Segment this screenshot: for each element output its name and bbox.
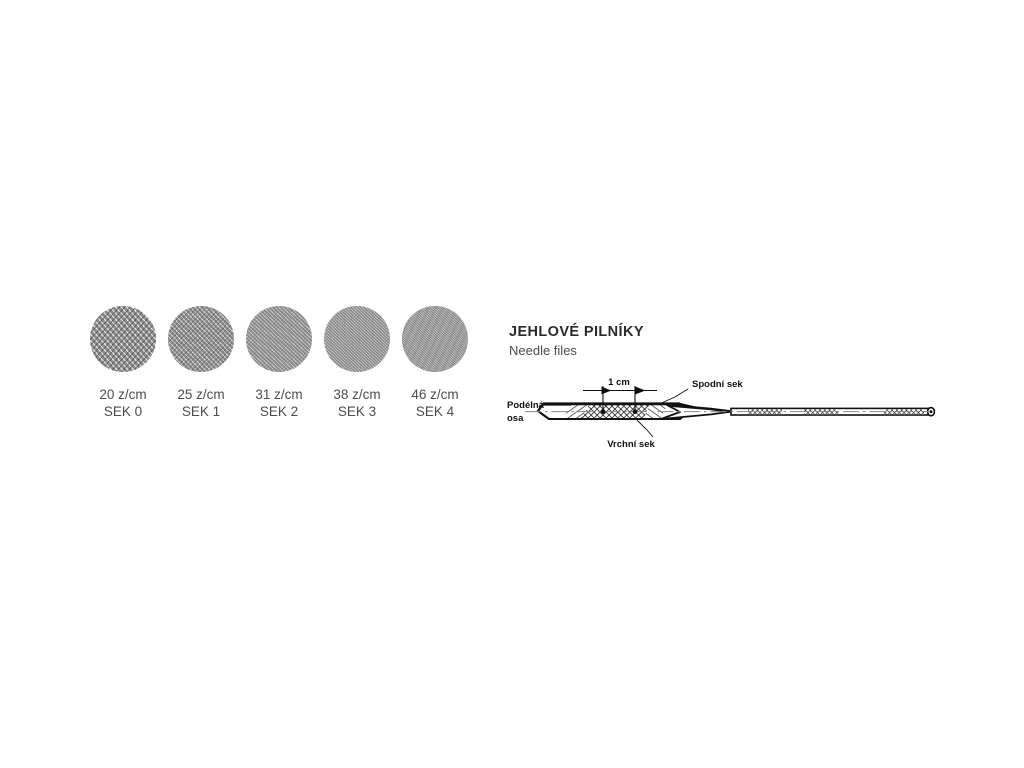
swatch-code-value: SEK 1 <box>181 404 221 419</box>
callout-label-axis-line-1: Podélná <box>507 400 545 411</box>
swatch-density-value: 20 z/cm <box>99 387 147 402</box>
file-blade-outline-overlay <box>536 403 696 420</box>
file-shaft-end-center-dot <box>929 410 933 414</box>
page-subtitle: Needle files <box>509 343 577 358</box>
cross-hatch-texture-icon <box>324 306 390 372</box>
cross-hatch-texture-icon <box>168 306 234 372</box>
swatch-item-sek-3: 38 z/cm SEK 3 <box>318 306 396 420</box>
dimension-label: 1 cm <box>608 377 630 388</box>
swatch-label: 20 z/cm SEK 0 <box>99 386 146 420</box>
heading-block: JEHLOVÉ PILNÍKY Needle files <box>509 323 644 359</box>
swatch-density-value: 31 z/cm <box>255 387 303 402</box>
swatch-item-sek-1: 25 z/cm SEK 1 <box>162 306 240 420</box>
swatch-item-sek-2: 31 z/cm SEK 2 <box>240 306 318 420</box>
callout-label-lower-cut: Vrchní sek <box>607 439 655 450</box>
cross-hatch-texture-icon <box>402 306 468 372</box>
tooth-reference-dot <box>632 409 638 414</box>
swatch-density-value: 38 z/cm <box>333 387 381 402</box>
callout-leader-line-upper <box>656 388 689 406</box>
file-point-taper-upper-edge <box>667 404 732 413</box>
callout-label-upper-cut: Spodní sek <box>692 379 743 390</box>
swatch-item-sek-0: 20 z/cm SEK 0 <box>84 306 162 420</box>
swatch-code-value: SEK 4 <box>415 404 455 419</box>
swatch-label: 31 z/cm SEK 2 <box>255 386 302 420</box>
swatch-item-sek-4: 46 z/cm SEK 4 <box>396 306 474 420</box>
callout-leader-line-lower <box>636 419 654 438</box>
cut-density-swatch-row: 20 z/cm SEK 0 25 z/cm SEK 1 31 z/cm SEK … <box>84 306 474 420</box>
callout-label-axis-line-2: osa <box>507 413 524 424</box>
dimension-1cm-group: 1 cm <box>583 377 657 414</box>
swatch-density-value: 46 z/cm <box>411 387 459 402</box>
callout-axis-group: Podélná osa <box>507 400 545 424</box>
tooth-reference-dot <box>600 409 606 414</box>
swatch-label: 38 z/cm SEK 3 <box>333 386 380 420</box>
swatch-label: 25 z/cm SEK 1 <box>177 386 224 420</box>
page-title: JEHLOVÉ PILNÍKY <box>509 324 644 340</box>
swatch-label: 46 z/cm SEK 4 <box>411 386 458 420</box>
cross-hatch-texture-icon <box>90 306 156 372</box>
needle-file-diagram: 1 cm Spodní sek Vrchní sek Podélná osa <box>505 364 950 462</box>
swatch-code-value: SEK 2 <box>259 404 299 419</box>
callout-upper-cut-group: Spodní sek <box>656 379 743 406</box>
swatch-density-value: 25 z/cm <box>177 387 225 402</box>
swatch-code-value: SEK 0 <box>103 404 143 419</box>
cross-hatch-texture-icon <box>246 306 312 372</box>
swatch-code-value: SEK 3 <box>337 404 377 419</box>
file-cut-transition-right <box>644 405 667 418</box>
file-cut-transition-left <box>563 405 589 418</box>
callout-lower-cut-group: Vrchní sek <box>607 419 655 450</box>
